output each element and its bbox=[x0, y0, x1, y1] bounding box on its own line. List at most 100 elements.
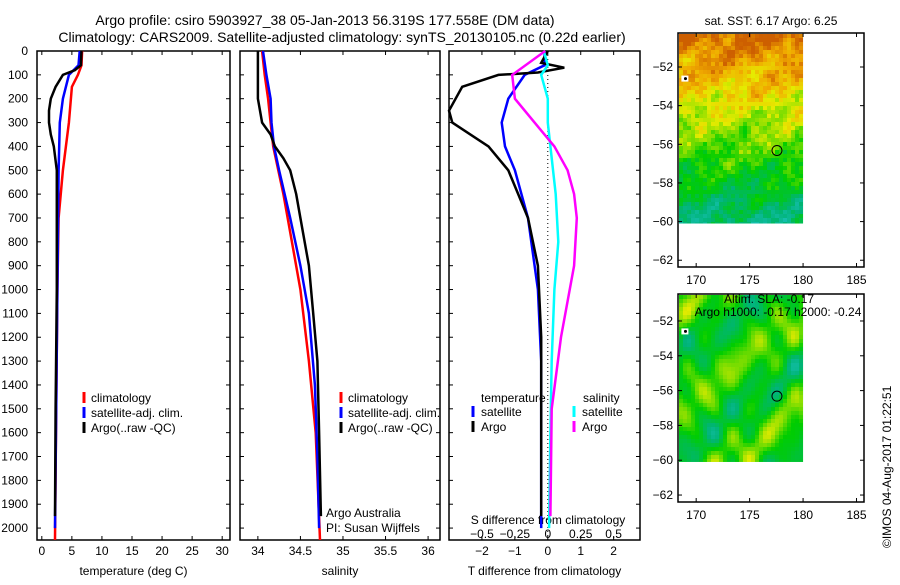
map-cell bbox=[723, 206, 727, 210]
map-cell bbox=[711, 411, 715, 415]
map-cell bbox=[679, 154, 683, 158]
map-cell bbox=[751, 359, 755, 363]
map-cell bbox=[771, 138, 775, 142]
map-cell bbox=[799, 34, 803, 38]
map-cell bbox=[723, 178, 727, 182]
map-cell bbox=[791, 58, 795, 62]
map-cell bbox=[691, 102, 695, 106]
map-cell bbox=[759, 186, 763, 190]
map-cell bbox=[747, 395, 751, 399]
map-cell bbox=[695, 427, 699, 431]
map-cell bbox=[691, 415, 695, 419]
map-cell bbox=[735, 439, 739, 443]
map-cell bbox=[679, 391, 683, 395]
map-cell bbox=[715, 194, 719, 198]
map-cell bbox=[739, 375, 743, 379]
map-cell bbox=[791, 66, 795, 70]
map-cell bbox=[687, 379, 691, 383]
map-cell bbox=[759, 98, 763, 102]
map-cell bbox=[755, 170, 759, 174]
map-cell bbox=[767, 178, 771, 182]
map-cell bbox=[775, 130, 779, 134]
map-cell bbox=[679, 122, 683, 126]
map-cell bbox=[763, 439, 767, 443]
map-cell bbox=[787, 166, 791, 170]
map-cell bbox=[775, 218, 779, 222]
map-cell bbox=[719, 391, 723, 395]
map-cell bbox=[727, 395, 731, 399]
map-cell bbox=[707, 459, 711, 462]
map-cell bbox=[711, 206, 715, 210]
map-cell bbox=[695, 150, 699, 154]
map-cell bbox=[743, 42, 747, 46]
map-cell bbox=[759, 447, 763, 451]
map-cell bbox=[771, 142, 775, 146]
map-cell bbox=[691, 331, 695, 335]
map-cell bbox=[743, 54, 747, 58]
map-cell bbox=[755, 54, 759, 58]
map-cell bbox=[711, 383, 715, 387]
map-cell bbox=[743, 319, 747, 323]
map-cell bbox=[739, 134, 743, 138]
map-cell bbox=[723, 327, 727, 331]
map-cell bbox=[779, 435, 783, 439]
map-cell bbox=[747, 78, 751, 82]
map-cell bbox=[735, 383, 739, 387]
map-cell bbox=[691, 178, 695, 182]
map-cell bbox=[791, 455, 795, 459]
map-cell bbox=[731, 355, 735, 359]
map-cell bbox=[739, 419, 743, 423]
map-cell bbox=[795, 351, 799, 355]
map-cell bbox=[679, 90, 683, 94]
map-cell bbox=[703, 359, 707, 363]
map-cell bbox=[787, 206, 791, 210]
map-cell bbox=[763, 447, 767, 451]
map-cell bbox=[699, 146, 703, 150]
map-cell bbox=[715, 190, 719, 194]
map-cell bbox=[711, 94, 715, 98]
map-cell bbox=[679, 98, 683, 102]
map-cell bbox=[719, 443, 723, 447]
map-cell bbox=[703, 166, 707, 170]
map-cell bbox=[735, 431, 739, 435]
map-cell bbox=[727, 78, 731, 82]
map-cell bbox=[787, 403, 791, 407]
map-cell bbox=[715, 335, 719, 339]
map-cell bbox=[687, 307, 691, 311]
map-cell bbox=[739, 150, 743, 154]
map-cell bbox=[735, 419, 739, 423]
map-cell bbox=[719, 222, 723, 224]
map-cell bbox=[771, 459, 775, 462]
map-cell bbox=[791, 194, 795, 198]
map-cell bbox=[739, 447, 743, 451]
map-cell bbox=[695, 98, 699, 102]
map-cell bbox=[791, 383, 795, 387]
map-cell bbox=[771, 439, 775, 443]
map-cell bbox=[759, 335, 763, 339]
map-cell bbox=[711, 194, 715, 198]
map-cell bbox=[679, 178, 683, 182]
map-cell bbox=[743, 343, 747, 347]
y-tick-label: 1600 bbox=[1, 426, 28, 440]
map-cell bbox=[727, 190, 731, 194]
map-cell bbox=[795, 447, 799, 451]
map-cell bbox=[715, 222, 719, 224]
map-cell bbox=[767, 66, 771, 70]
map-cell bbox=[683, 311, 687, 315]
map-cell bbox=[727, 178, 731, 182]
map-cell bbox=[771, 62, 775, 66]
map-cell bbox=[719, 130, 723, 134]
map-cell bbox=[735, 86, 739, 90]
map-cell bbox=[715, 439, 719, 443]
map-cell bbox=[739, 427, 743, 431]
map-cell bbox=[795, 182, 799, 186]
map-cell bbox=[727, 74, 731, 78]
map-cell bbox=[739, 194, 743, 198]
map-cell bbox=[787, 74, 791, 78]
map-cell bbox=[687, 443, 691, 447]
map-cell bbox=[787, 411, 791, 415]
map-cell bbox=[795, 395, 799, 399]
map-cell bbox=[727, 158, 731, 162]
map-cell bbox=[679, 371, 683, 375]
map-cell bbox=[707, 447, 711, 451]
